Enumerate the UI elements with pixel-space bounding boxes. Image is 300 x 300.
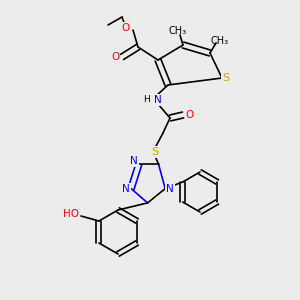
Text: N: N [166,184,174,194]
Text: N: N [154,95,162,105]
Text: H: H [144,95,150,104]
Text: CH₃: CH₃ [169,26,187,36]
Text: O: O [111,52,119,62]
Text: CH₃: CH₃ [211,36,229,46]
Text: N: N [130,156,138,167]
Text: HO: HO [63,209,79,219]
Text: N: N [122,184,130,194]
Text: S: S [152,147,159,157]
Text: O: O [122,23,130,33]
Text: O: O [186,110,194,120]
Text: S: S [222,73,230,83]
